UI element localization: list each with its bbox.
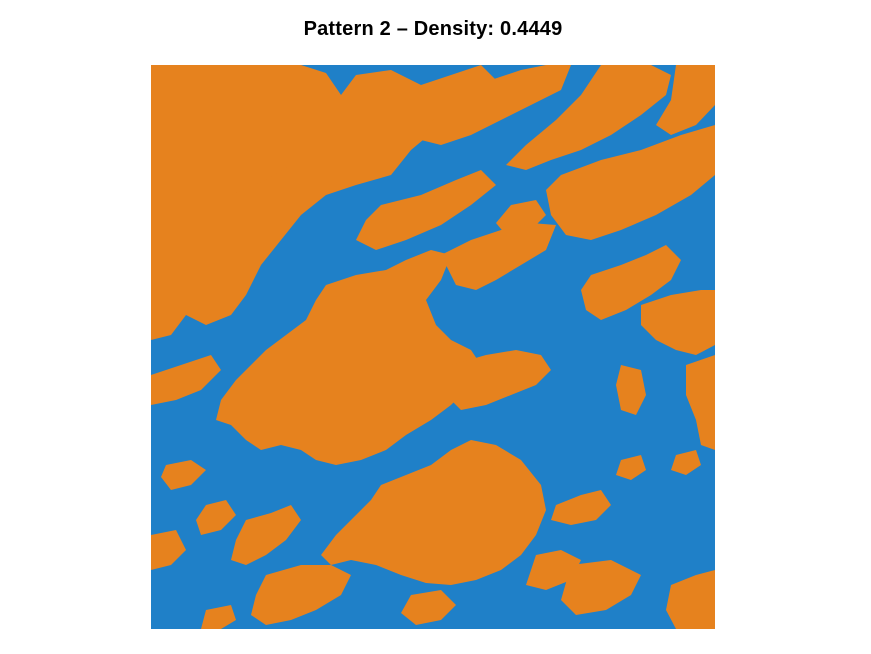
orange-region [506, 65, 671, 170]
orange-region [356, 170, 496, 250]
figure-title: Pattern 2 – Density: 0.4449 [303, 18, 563, 40]
orange-region [151, 65, 496, 340]
orange-region [581, 245, 681, 320]
orange-region [686, 355, 715, 450]
orange-region [551, 490, 611, 525]
orange-region [201, 605, 236, 629]
orange-region [161, 460, 206, 490]
orange-region [151, 530, 186, 570]
orange-region [671, 450, 701, 475]
orange-region [641, 290, 715, 355]
orange-region [561, 560, 641, 615]
pattern-map [151, 65, 715, 629]
orange-region [251, 565, 351, 625]
orange-region [441, 223, 556, 290]
orange-region [666, 570, 715, 629]
orange-region [151, 135, 301, 245]
orange-region [446, 350, 551, 410]
orange-region [401, 590, 456, 625]
pattern-image [151, 65, 715, 629]
orange-region [151, 355, 221, 405]
orange-region [196, 500, 236, 535]
orange-region [216, 250, 481, 465]
orange-region [231, 505, 301, 565]
orange-region [421, 65, 571, 145]
orange-region [321, 440, 546, 585]
orange-region [656, 65, 715, 135]
orange-region [546, 125, 715, 240]
orange-phase-regions [151, 65, 715, 629]
orange-region [616, 455, 646, 480]
orange-region [616, 365, 646, 415]
